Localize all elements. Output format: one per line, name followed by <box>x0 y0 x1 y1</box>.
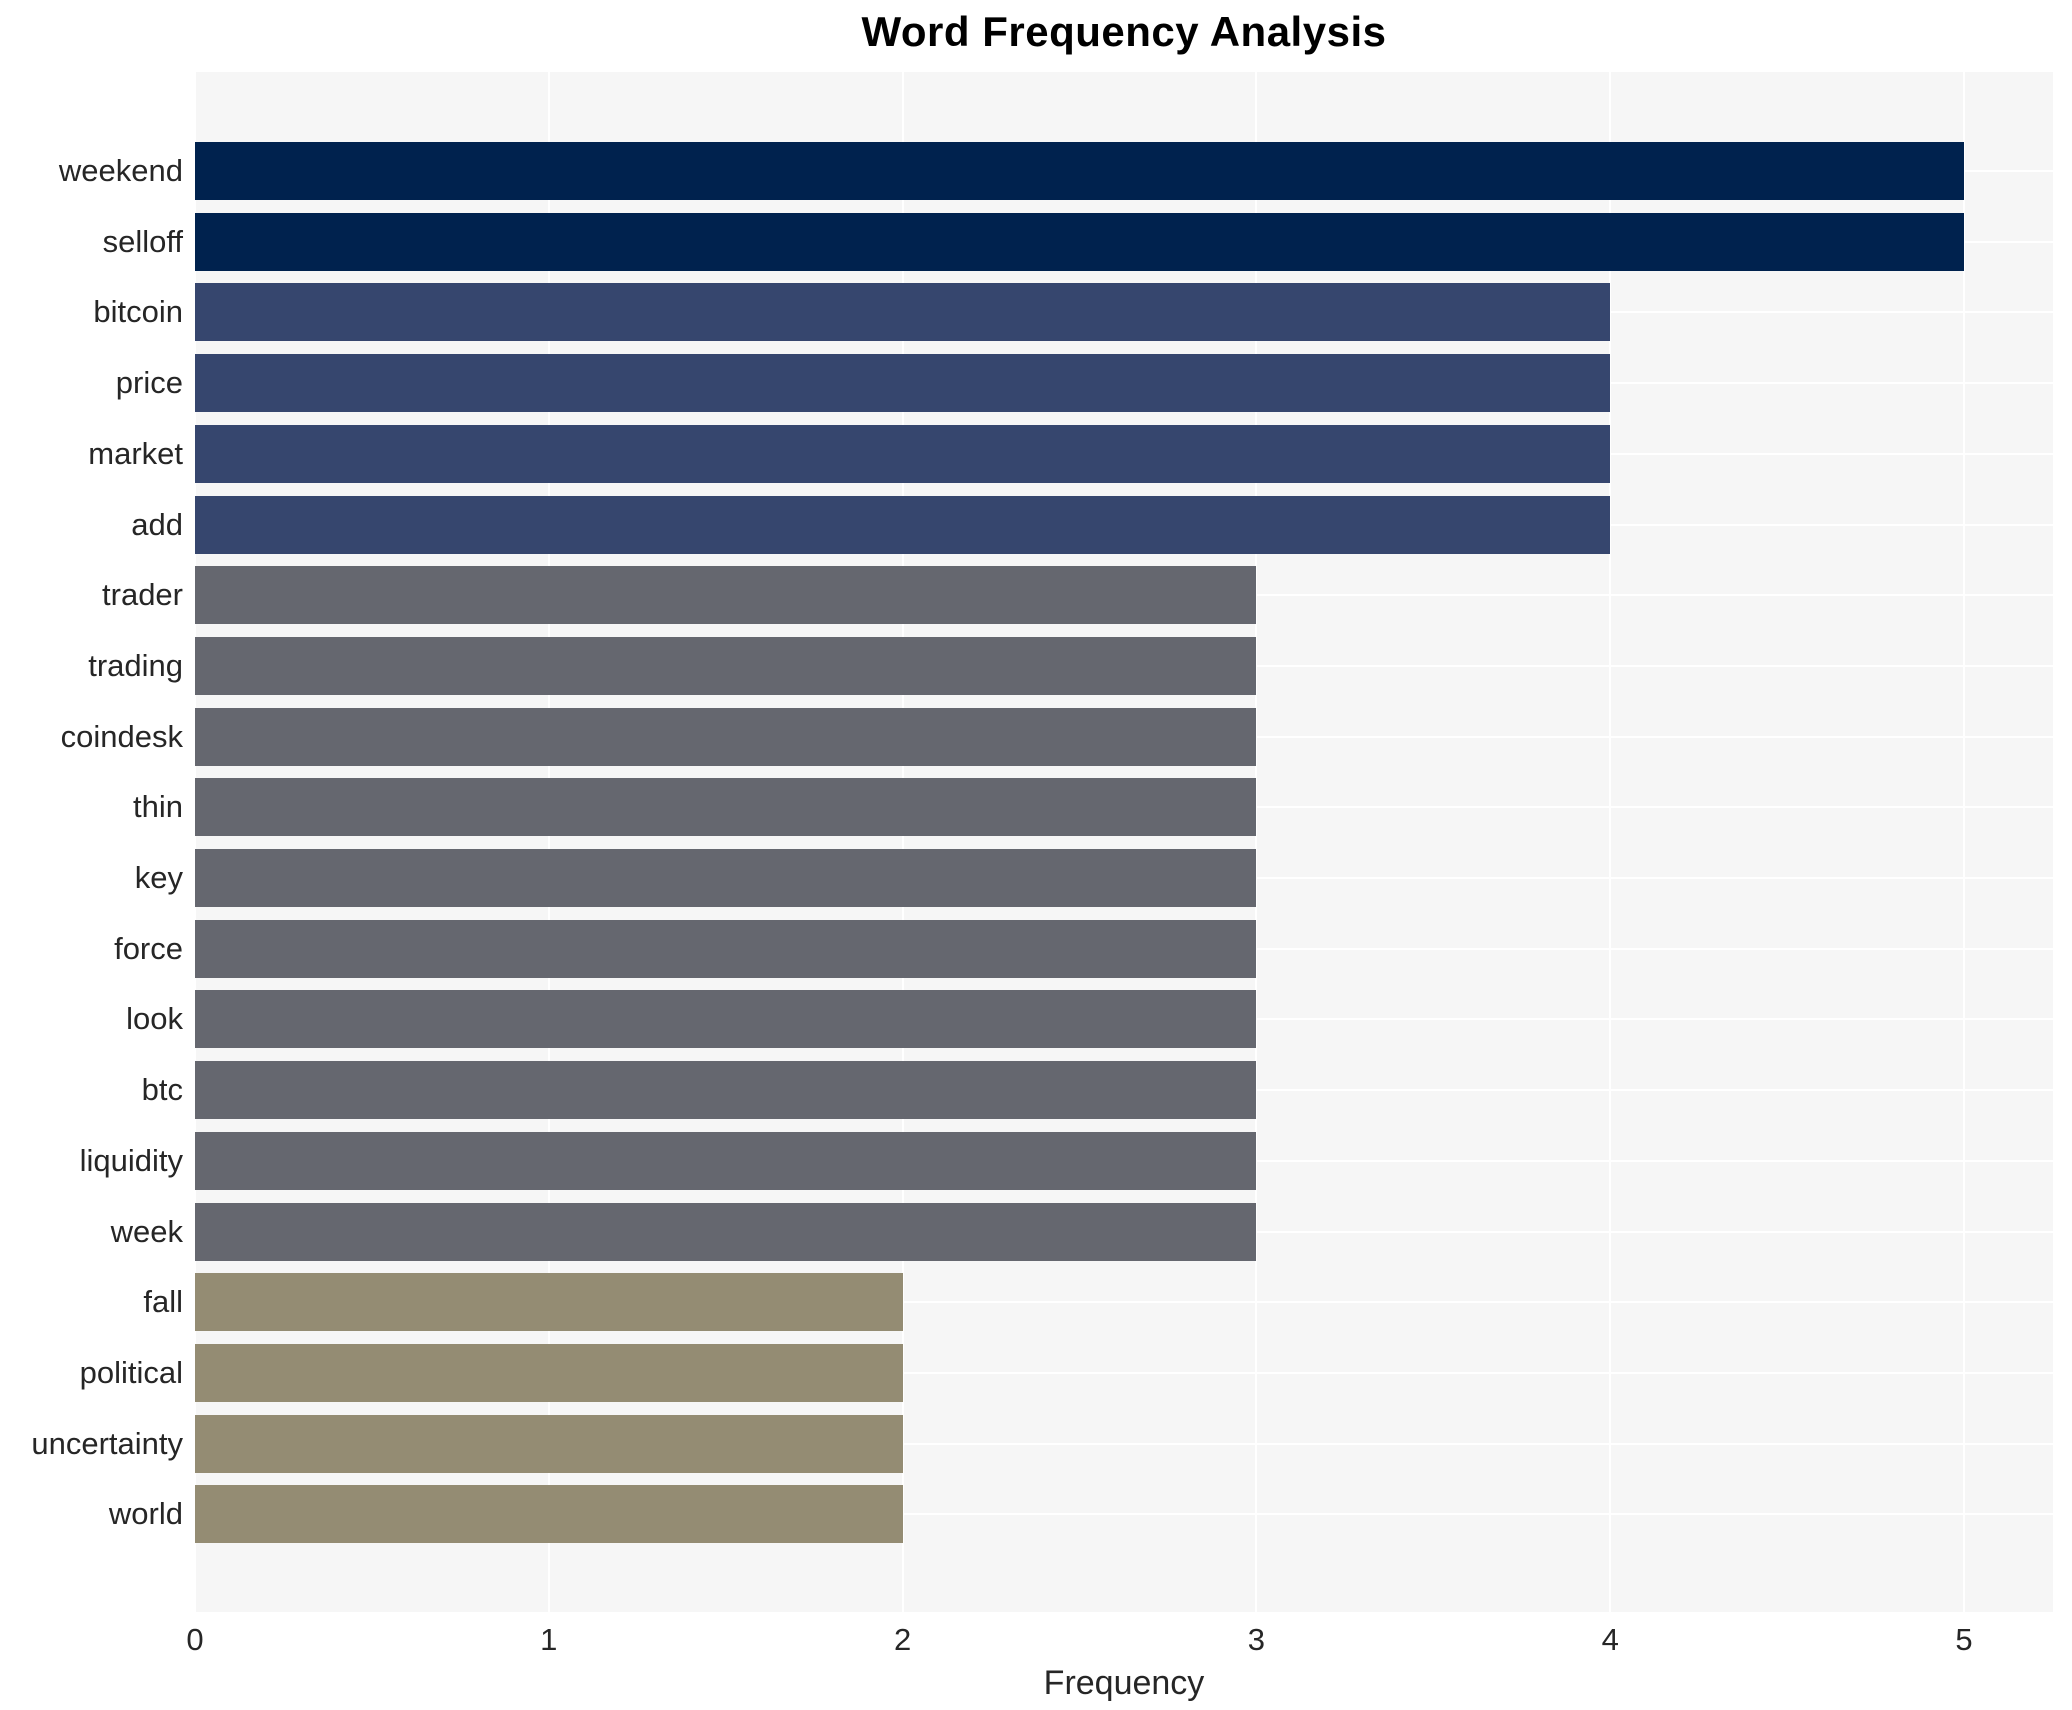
bar-trading <box>195 636 1257 695</box>
gridline-vertical <box>194 72 196 1612</box>
x-tick-label: 3 <box>1247 1622 1266 1657</box>
y-tick-label: week <box>110 1213 183 1249</box>
gridline-vertical <box>547 72 550 1612</box>
gridline-vertical <box>1609 72 1612 1612</box>
x-tick-label: 0 <box>186 1622 204 1657</box>
y-tick-label: force <box>114 930 183 966</box>
y-tick-label: selloff <box>102 223 183 259</box>
y-tick-label: btc <box>141 1072 183 1108</box>
y-tick-label: add <box>131 506 183 542</box>
gridline-horizontal <box>195 1513 2053 1516</box>
y-tick-label: bitcoin <box>93 294 183 330</box>
bar-add <box>195 495 1611 554</box>
bar-world <box>195 1485 903 1544</box>
y-tick-label: coindesk <box>60 718 183 754</box>
y-tick-label: fall <box>143 1284 183 1320</box>
plot-area <box>194 72 2053 1612</box>
y-tick-label: world <box>108 1496 183 1532</box>
bar-price <box>195 354 1611 413</box>
gridline-horizontal <box>195 1442 2053 1445</box>
bar-uncertainty <box>195 1414 903 1473</box>
bar-trader <box>195 566 1257 625</box>
bar-force <box>195 919 1257 978</box>
bar-coindesk <box>195 707 1257 766</box>
x-tick-label: 4 <box>1601 1622 1619 1657</box>
y-tick-label: weekend <box>58 153 183 188</box>
bar-bitcoin <box>195 283 1611 342</box>
x-tick-label: 5 <box>1955 1622 1973 1657</box>
bar-fall <box>195 1273 903 1332</box>
y-tick-label: uncertainty <box>31 1425 183 1461</box>
gridline-vertical <box>1255 72 1258 1612</box>
bar-look <box>195 990 1257 1049</box>
bar-political <box>195 1343 903 1402</box>
gridline-vertical <box>1963 72 1965 1612</box>
y-tick-label: trader <box>102 577 183 613</box>
gridline-horizontal <box>195 1301 2053 1304</box>
bar-selloff <box>195 212 1964 271</box>
bar-btc <box>195 1061 1257 1120</box>
y-tick-label: price <box>115 365 183 401</box>
gridline-vertical <box>901 72 904 1612</box>
bar-liquidity <box>195 1131 1257 1190</box>
y-tick-label: key <box>134 860 183 895</box>
y-tick-label: trading <box>88 647 183 683</box>
bar-weekend <box>195 142 1964 200</box>
chart-title: Word Frequency Analysis <box>861 8 1387 55</box>
bar-key <box>195 849 1257 907</box>
y-tick-label: look <box>126 1001 183 1037</box>
bar-thin <box>195 778 1257 837</box>
x-tick-label: 1 <box>540 1622 558 1657</box>
gridline-horizontal <box>195 1371 2053 1374</box>
y-tick-label: market <box>88 435 183 471</box>
y-tick-label: liquidity <box>79 1142 183 1178</box>
x-axis-title: Frequency <box>1043 1664 1205 1702</box>
y-tick-label: thin <box>133 789 183 825</box>
y-tick-label: political <box>79 1354 183 1390</box>
bar-market <box>195 424 1611 483</box>
bar-week <box>195 1202 1257 1261</box>
x-tick-label: 2 <box>893 1622 912 1657</box>
